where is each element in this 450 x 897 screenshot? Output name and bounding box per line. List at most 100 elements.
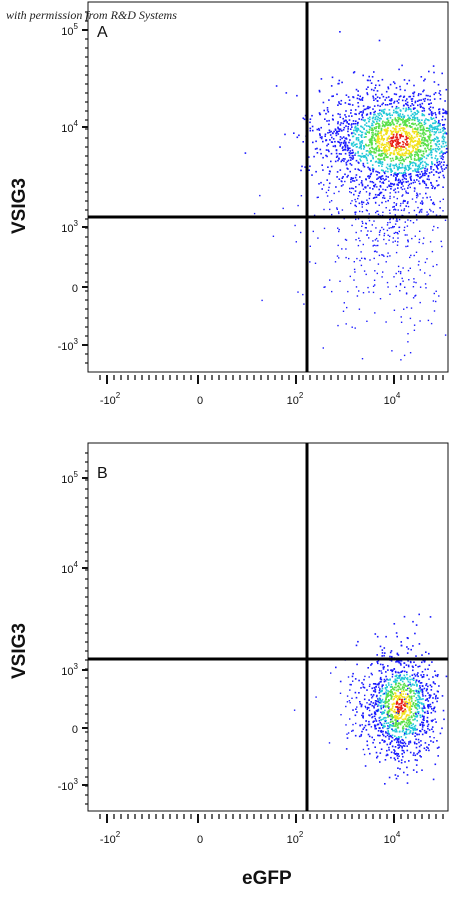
event-dot [363,108,366,111]
event-dot [409,105,412,107]
event-dot [415,113,417,116]
event-dot [424,147,427,150]
event-dot [375,727,377,730]
event-dot [395,712,398,714]
event-dot [303,118,306,121]
event-dot [382,725,385,727]
event-dot [345,110,347,112]
event-dot [437,172,440,174]
event-dot [402,176,405,178]
event-dot [383,159,386,161]
event-dot [373,148,376,150]
event-dot [369,187,371,189]
event-dot [401,154,404,156]
event-dot [363,146,366,148]
event-dot [406,766,408,769]
event-dot [429,684,432,686]
event-dot [431,151,433,154]
event-dot [368,685,371,687]
event-dot [376,756,378,759]
event-dot [338,102,341,105]
event-dot [426,196,428,199]
event-dot [421,113,424,115]
event-dot [324,118,326,120]
event-dot [396,100,398,102]
event-dot [385,207,387,209]
event-dot [386,224,389,226]
event-dot [359,145,362,147]
event-dot [418,707,421,709]
event-dot [420,682,423,684]
event-dot [389,143,392,145]
event-dot [399,675,401,677]
event-dot [358,202,361,205]
event-dot [401,119,403,121]
event-dot [344,152,347,155]
event-dot [392,122,394,124]
event-dot [385,731,387,733]
event-dot [387,692,389,695]
event-dot [405,152,408,155]
event-dot [398,741,400,744]
event-dot [337,244,339,247]
event-dot [413,144,416,146]
event-dot [403,199,405,202]
event-dot [423,180,426,183]
event-dot [400,119,402,121]
event-dot [395,675,397,677]
event-dot [388,180,390,182]
event-dot [427,668,429,670]
event-dot [393,205,395,208]
event-dot [423,724,425,727]
event-dot [388,726,391,729]
event-dot [361,142,364,144]
event-dot [405,718,407,720]
event-dot [372,170,374,173]
event-dot [357,152,359,154]
event-dot [423,156,426,158]
event-dot [409,133,411,135]
event-dot [401,745,403,748]
event-dot [364,724,367,727]
event-dot [408,708,410,710]
event-dot [399,115,401,117]
event-dot [408,709,410,712]
event-dot [374,717,376,720]
event-dot [337,122,339,125]
event-dot [372,136,374,138]
event-dot [392,218,394,220]
event-dot [402,146,404,148]
event-dot [377,710,380,712]
event-dot [437,697,439,699]
event-dot [402,96,405,98]
event-dot [352,145,355,147]
event-dot [419,682,422,684]
event-dot [430,118,433,120]
event-dot [316,196,318,199]
event-dot [331,95,333,98]
event-dot [414,699,417,702]
event-dot [404,733,406,735]
event-dot [379,176,382,178]
event-dot [361,113,363,116]
event-dot [409,730,412,733]
event-dot [398,68,400,71]
event-dot [378,701,381,704]
event-dot [408,279,410,281]
event-dot [351,126,353,128]
event-dot [331,136,333,139]
event-dot [409,675,411,678]
event-dot [400,149,402,152]
event-dot [329,279,331,281]
event-dot [332,95,334,97]
event-dot [365,209,368,211]
event-dot [410,153,412,155]
event-dot [409,108,411,110]
event-dot [382,666,385,669]
event-dot [383,704,385,707]
event-dot [365,227,367,229]
event-dot [403,734,406,736]
event-dot [395,285,397,288]
event-dot [362,112,364,114]
event-dot [366,107,368,110]
